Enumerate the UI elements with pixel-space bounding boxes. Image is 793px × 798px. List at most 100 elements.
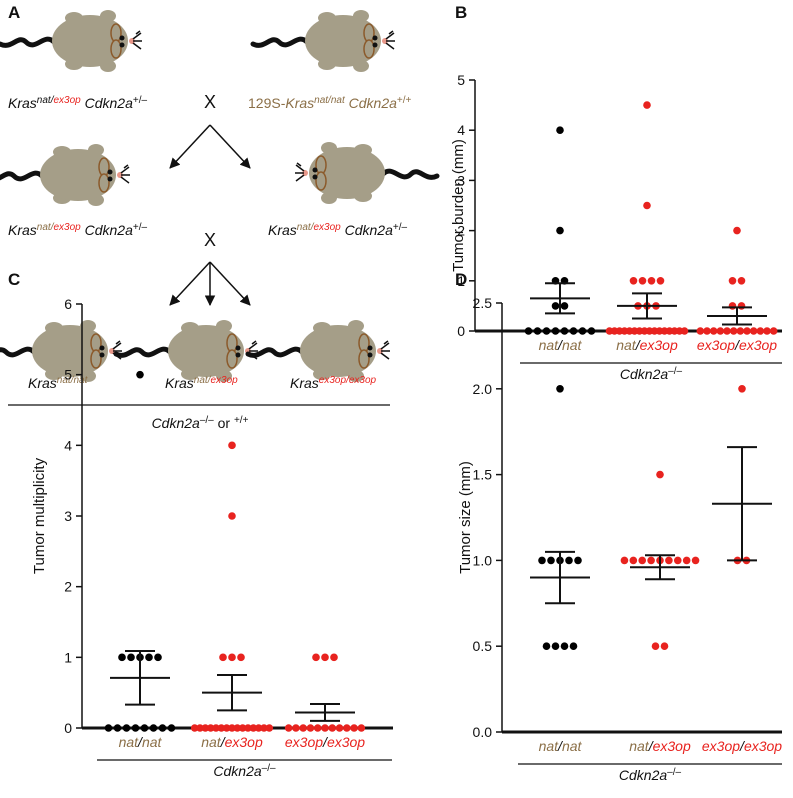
data-point <box>743 327 751 335</box>
data-point <box>358 724 366 732</box>
data-point <box>621 557 629 565</box>
x-tick-label: ex3op/ex3op <box>702 738 782 754</box>
y-axis-title: Tumor multiplicity <box>31 457 48 574</box>
data-point <box>561 327 569 335</box>
label-part: Kras <box>8 95 37 111</box>
group-label-sup: –/– <box>262 763 276 774</box>
label-part: Cdkn2a <box>345 95 397 111</box>
superscript: ex3op <box>53 222 81 233</box>
superscript: ex3op <box>53 95 81 106</box>
data-point <box>237 654 245 662</box>
data-point <box>292 724 300 732</box>
data-point <box>132 724 140 732</box>
data-point <box>570 642 578 650</box>
data-point <box>763 327 771 335</box>
superscript: +/– <box>133 95 148 106</box>
data-point <box>266 724 274 732</box>
data-point <box>321 654 329 662</box>
data-point <box>154 654 162 662</box>
data-point <box>114 724 122 732</box>
data-point <box>312 654 320 662</box>
y-tick-label: 6 <box>64 296 72 312</box>
group-label-text: Cdkn2a <box>213 763 261 779</box>
data-point <box>328 724 336 732</box>
data-point <box>543 642 551 650</box>
genotype-label: Cdkn2a–/– or +/+ <box>152 415 249 432</box>
data-point <box>552 642 560 650</box>
mouse-icon <box>0 320 122 382</box>
data-point <box>717 327 725 335</box>
data-point <box>552 327 560 335</box>
data-point <box>770 327 778 335</box>
data-point <box>350 724 358 732</box>
genotype-label: Krasnat/ex3op Cdkn2a+/– <box>268 222 408 239</box>
superscript: –/– <box>200 415 214 426</box>
data-point <box>703 327 711 335</box>
label-part: Cdkn2a <box>341 222 393 238</box>
genotype-label: 129S-Krasnat/nat Cdkn2a+/+ <box>248 95 412 112</box>
x-tick-label: nat/ex3op <box>616 337 678 353</box>
label-part: or <box>214 415 234 431</box>
data-point <box>145 654 153 662</box>
data-point <box>737 327 745 335</box>
x-tick-label: nat/nat <box>119 734 163 750</box>
data-point <box>228 512 236 520</box>
label-part: Cdkn2a <box>81 95 133 111</box>
data-point <box>336 724 344 732</box>
y-tick-label: 3 <box>64 508 72 524</box>
group-label-sup: –/– <box>668 366 682 377</box>
data-point <box>538 557 546 565</box>
data-point <box>710 327 718 335</box>
data-point <box>692 557 700 565</box>
data-point <box>543 327 551 335</box>
superscript: nat/ <box>297 222 315 233</box>
y-tick-label: 5 <box>64 367 72 383</box>
data-point <box>343 724 351 732</box>
superscript: ex3op/ex3op <box>319 375 377 386</box>
x-tick-label: nat/ex3op <box>201 734 263 750</box>
label-part: Kras <box>268 222 297 238</box>
data-point <box>738 302 746 310</box>
data-point <box>159 724 167 732</box>
data-point <box>330 654 338 662</box>
data-point <box>561 642 569 650</box>
data-point <box>127 654 135 662</box>
data-point <box>757 327 765 335</box>
label-part: Kras <box>290 375 319 391</box>
y-tick-label: 0 <box>64 720 72 736</box>
superscript: +/– <box>393 222 408 233</box>
data-point <box>123 724 131 732</box>
data-point <box>579 327 587 335</box>
mouse-icon <box>253 10 395 72</box>
group-label: Cdkn2a–/– <box>213 763 276 780</box>
data-point <box>105 724 113 732</box>
data-point <box>150 724 158 732</box>
data-point <box>556 385 564 393</box>
data-point <box>643 202 651 210</box>
data-point <box>648 277 656 285</box>
data-point <box>321 724 329 732</box>
data-point <box>561 302 569 310</box>
panel-label: B <box>455 3 467 22</box>
label-part: Kras <box>165 375 194 391</box>
data-point <box>219 654 227 662</box>
group-label-text: Cdkn2a <box>620 366 668 382</box>
cross-symbol: X <box>204 230 216 250</box>
superscript: +/+ <box>397 95 412 106</box>
superscript: nat/ <box>194 375 212 386</box>
y-tick-label: 0.0 <box>473 724 493 740</box>
label-part: Cdkn2a <box>81 222 133 238</box>
y-tick-label: 0.5 <box>473 638 493 654</box>
y-tick-label: 1.5 <box>473 467 493 483</box>
mouse-icons <box>0 10 437 382</box>
group-label-sup: –/– <box>667 767 681 778</box>
data-point <box>681 327 689 335</box>
superscript: nat/ <box>37 95 55 106</box>
y-tick-label: 0 <box>457 323 465 339</box>
label-part: Kras <box>28 375 57 391</box>
data-point <box>556 126 564 134</box>
x-tick-label: nat/nat <box>539 337 583 353</box>
superscript: ex3op <box>210 375 238 386</box>
data-point <box>168 724 176 732</box>
superscript: ex3op <box>313 222 341 233</box>
